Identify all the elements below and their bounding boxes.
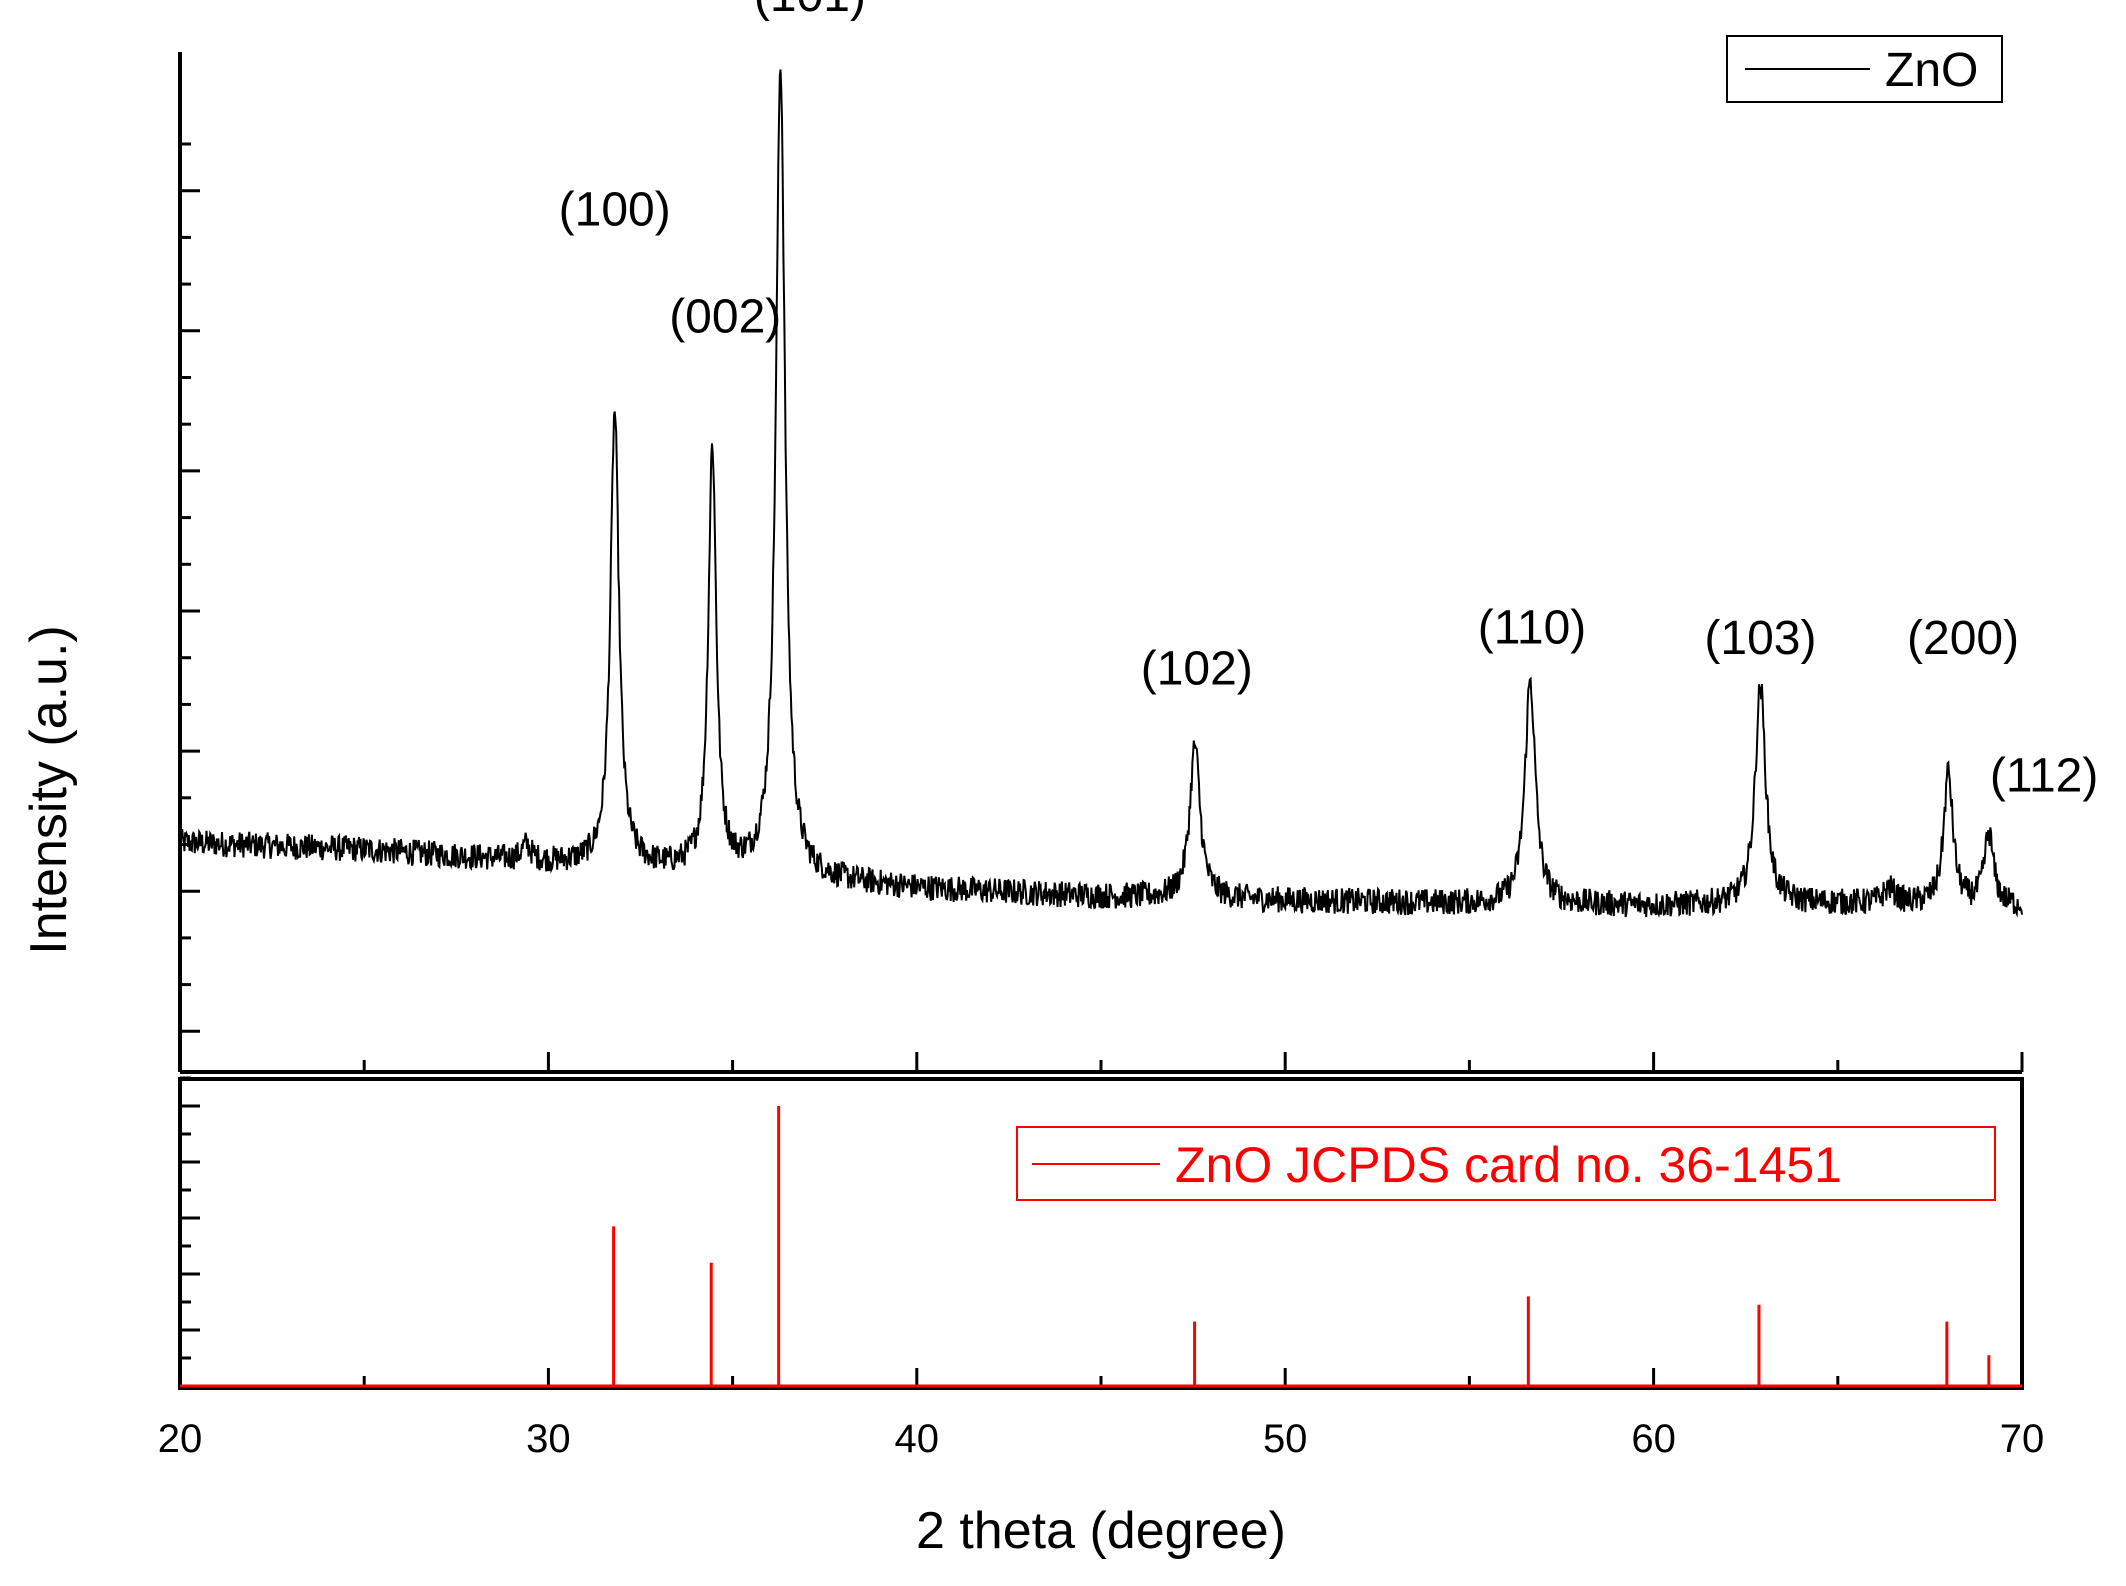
x-tick-label: 60 (1631, 1417, 1676, 1461)
x-tick-label: 20 (158, 1417, 203, 1461)
top-y-ticks (180, 142, 200, 1080)
x-axis-label: 2 theta (degree) (916, 1502, 1286, 1560)
x-tick-label: 50 (1263, 1417, 1308, 1461)
annotation-101: (101) (754, 0, 866, 22)
annotation-100: (100) (559, 183, 671, 236)
zno-xrd-series-line (179, 69, 2023, 918)
annotation-103: (103) (1704, 612, 1816, 665)
bottom-y-ticks (180, 1104, 200, 1360)
bottom-legend-box (1016, 1126, 1996, 1201)
top-x-ticks (178, 1052, 2024, 1072)
bottom-legend-label: ZnO JCPDS card no. 36-1451 (1175, 1137, 1842, 1193)
reference-bars (612, 1106, 1991, 1386)
y-axis-label: Intensity (a.u.) (20, 625, 78, 954)
x-tick-label: 70 (2000, 1417, 2045, 1461)
top-legend: ZnO (1726, 35, 2003, 103)
x-tick-labels: 20 30 40 50 60 70 (158, 1417, 2045, 1461)
x-tick-label: 30 (526, 1417, 571, 1461)
x-tick-label: 40 (895, 1417, 940, 1461)
annotation-112: (112) (1990, 750, 2099, 803)
top-legend-label: ZnO (1885, 44, 1978, 97)
annotation-200: (200) (1907, 612, 2019, 665)
annotation-102: (102) (1141, 642, 1253, 695)
bottom-legend: ZnO JCPDS card no. 36-1451 (1016, 1126, 1996, 1201)
annotation-110: (110) (1478, 602, 1587, 655)
annotation-002: (002) (669, 291, 781, 344)
top-panel: (100) (002) (101) (102) (110) (103) (200… (178, 0, 2099, 1080)
bottom-panel: ZnO JCPDS card no. 36-1451 (178, 1077, 2024, 1390)
peak-annotations: (100) (002) (101) (102) (110) (103) (200… (559, 0, 2099, 803)
